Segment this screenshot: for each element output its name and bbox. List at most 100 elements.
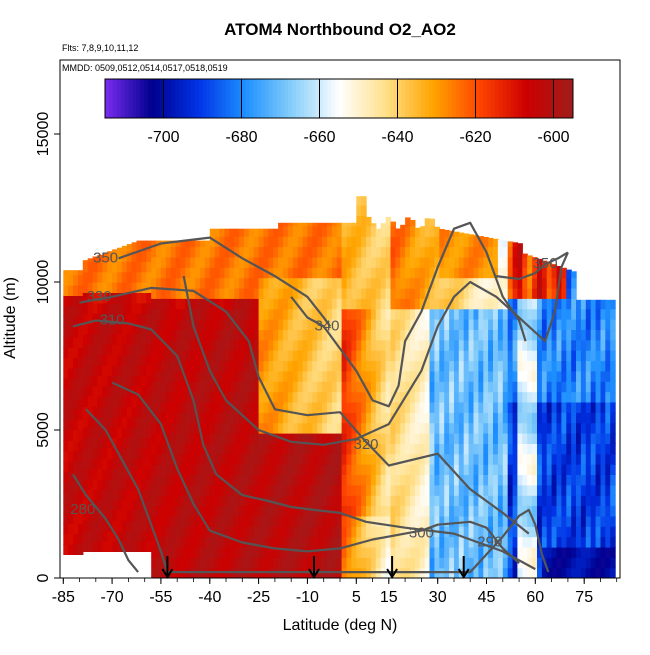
heatmap-cell bbox=[546, 370, 553, 382]
heatmap-cell bbox=[253, 412, 260, 424]
heatmap-cell bbox=[253, 484, 260, 496]
heatmap-cell bbox=[278, 474, 284, 486]
heatmap-cell bbox=[302, 526, 309, 538]
heatmap-cell bbox=[429, 464, 435, 475]
heatmap-cell bbox=[244, 391, 250, 403]
heatmap-cell bbox=[517, 546, 523, 558]
heatmap-cell bbox=[424, 218, 431, 227]
colorbar-segment bbox=[389, 79, 395, 118]
heatmap-cell bbox=[454, 360, 460, 372]
heatmap-cell bbox=[234, 515, 240, 527]
heatmap-cell bbox=[63, 461, 69, 473]
heatmap-cell bbox=[400, 526, 406, 538]
heatmap-cell bbox=[385, 453, 392, 465]
heatmap-cell bbox=[156, 391, 162, 403]
heatmap-cell bbox=[537, 319, 543, 330]
heatmap-cell bbox=[493, 474, 499, 486]
heatmap-cell bbox=[229, 526, 235, 538]
heatmap-cell bbox=[346, 381, 352, 393]
heatmap-cell bbox=[195, 484, 201, 496]
heatmap-cell bbox=[92, 530, 99, 542]
heatmap-cell bbox=[107, 458, 113, 470]
heatmap-cell bbox=[229, 277, 235, 289]
heatmap-cell bbox=[458, 329, 465, 341]
heatmap-cell bbox=[493, 329, 499, 341]
heatmap-cell bbox=[131, 499, 138, 511]
heatmap-cell bbox=[97, 489, 103, 501]
heatmap-cell bbox=[356, 256, 362, 268]
heatmap-cell bbox=[204, 495, 211, 507]
heatmap-cell bbox=[375, 505, 382, 517]
heatmap-cell bbox=[600, 443, 606, 455]
heatmap-cell bbox=[244, 515, 250, 527]
heatmap-cell bbox=[517, 484, 523, 496]
heatmap-cell bbox=[541, 298, 548, 310]
heatmap-cell bbox=[112, 468, 118, 480]
heatmap-cell bbox=[356, 339, 362, 351]
heatmap-cell bbox=[434, 422, 440, 434]
heatmap-cell bbox=[336, 474, 343, 486]
heatmap-cell bbox=[283, 225, 289, 237]
heatmap-cell bbox=[258, 526, 265, 538]
heatmap-cell bbox=[517, 277, 523, 289]
heatmap-cell bbox=[410, 464, 416, 475]
heatmap-cell bbox=[229, 557, 235, 569]
heatmap-cell bbox=[346, 484, 352, 496]
heatmap-cell bbox=[463, 381, 470, 393]
heatmap-cell bbox=[253, 495, 260, 507]
heatmap-cell bbox=[180, 298, 186, 310]
heatmap-cell bbox=[92, 261, 99, 273]
heatmap-cell bbox=[444, 464, 450, 475]
heatmap-cell bbox=[219, 464, 225, 475]
heatmap-cell bbox=[185, 515, 191, 527]
heatmap-cell bbox=[419, 526, 426, 538]
heatmap-cell bbox=[522, 381, 528, 393]
heatmap-cell bbox=[287, 350, 294, 362]
heatmap-cell bbox=[112, 458, 118, 470]
heatmap-cell bbox=[483, 433, 489, 444]
heatmap-cell bbox=[556, 308, 562, 320]
heatmap-cell bbox=[112, 344, 118, 356]
heatmap-cell bbox=[605, 495, 611, 507]
heatmap-cell bbox=[190, 381, 196, 393]
colorbar-segment bbox=[444, 79, 449, 118]
heatmap-cell bbox=[458, 536, 465, 548]
heatmap-cell bbox=[297, 484, 304, 496]
heatmap-cell bbox=[541, 567, 548, 578]
heatmap-cell bbox=[512, 401, 519, 413]
heatmap-cell bbox=[117, 447, 123, 459]
heatmap-cell bbox=[541, 339, 548, 351]
heatmap-cell bbox=[244, 236, 250, 248]
heatmap-cell bbox=[463, 298, 470, 310]
heatmap-cell bbox=[341, 401, 348, 413]
heatmap-cell bbox=[107, 541, 113, 552]
heatmap-cell bbox=[327, 381, 333, 393]
heatmap-cell bbox=[390, 536, 396, 548]
heatmap-cell bbox=[473, 495, 479, 507]
heatmap-cell bbox=[146, 406, 152, 418]
contour-line bbox=[182, 251, 569, 446]
heatmap-cell bbox=[361, 443, 367, 455]
heatmap-cell bbox=[283, 474, 289, 486]
heatmap-cell bbox=[327, 256, 333, 268]
heatmap-cell bbox=[361, 495, 367, 507]
heatmap-cell bbox=[361, 205, 367, 216]
heatmap-cell bbox=[136, 313, 142, 325]
heatmap-cell bbox=[410, 350, 416, 362]
heatmap-cell bbox=[287, 298, 294, 310]
heatmap-cell bbox=[532, 484, 538, 496]
heatmap-cell bbox=[200, 422, 206, 434]
heatmap-cell bbox=[263, 557, 269, 569]
heatmap-cell bbox=[331, 557, 338, 569]
heatmap-cell bbox=[151, 339, 157, 351]
heatmap-cell bbox=[107, 478, 113, 490]
heatmap-cell bbox=[585, 433, 592, 444]
heatmap-cell bbox=[224, 319, 230, 330]
colorbar-segment bbox=[186, 79, 192, 118]
heatmap-cell bbox=[449, 412, 455, 424]
heatmap-cell bbox=[292, 433, 299, 444]
heatmap-cell bbox=[287, 474, 294, 486]
heatmap-cell bbox=[327, 350, 333, 362]
heatmap-cell bbox=[551, 319, 558, 330]
heatmap-cell bbox=[595, 567, 602, 578]
